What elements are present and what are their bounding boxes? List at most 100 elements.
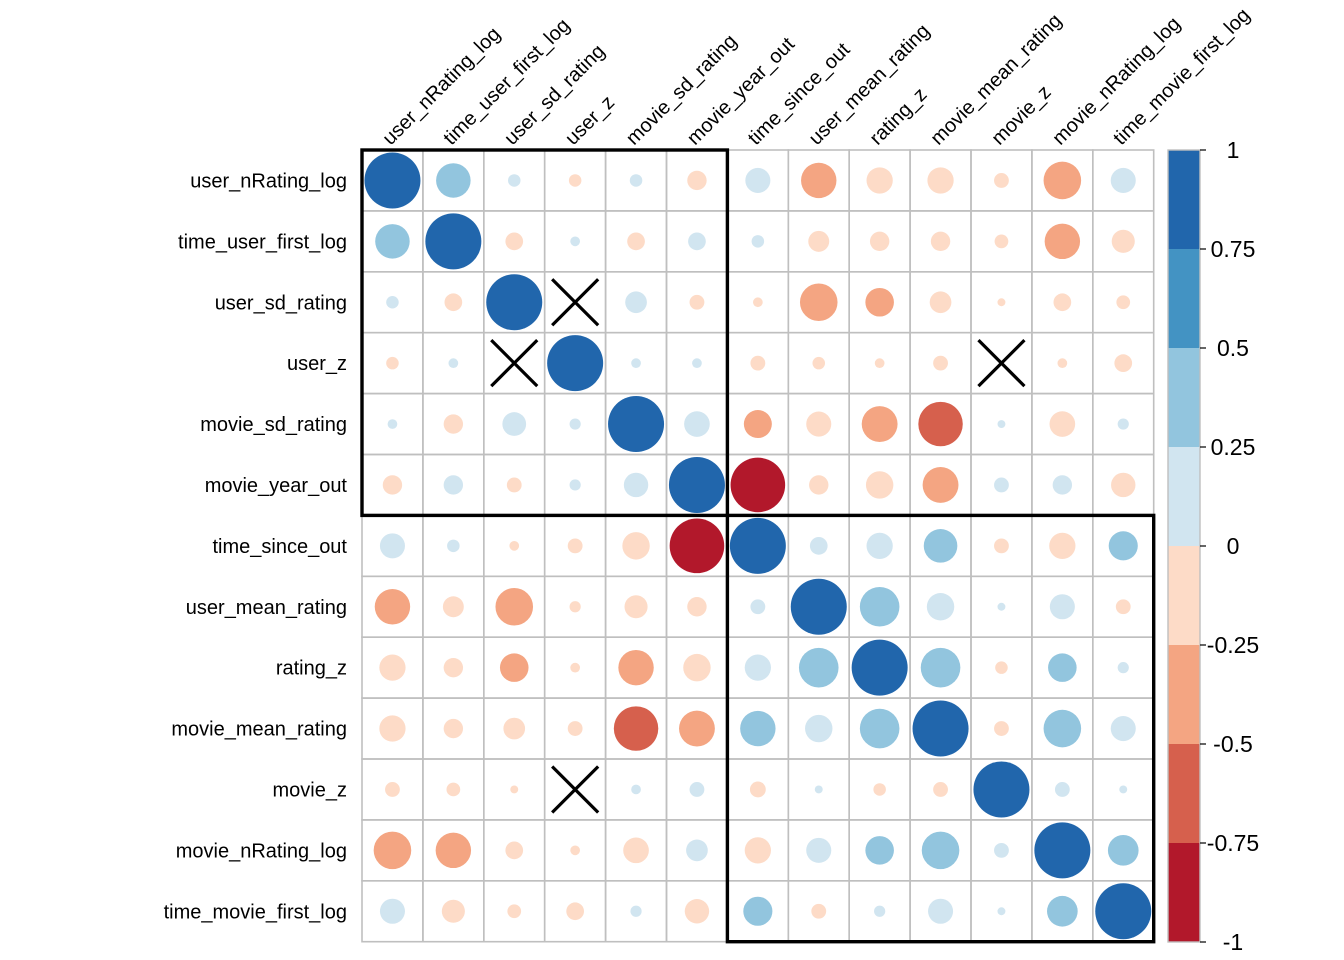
correlation-circle-user-sd-rating-movie-mean-rating: user_sd_rating × movie_mean_rating: -0.1… — [929, 291, 952, 314]
correlation-circle-time-user-first-log-user-mean-rating: time_user_first_log × user_mean_rating: … — [808, 230, 830, 252]
correlation-circle-user-nrating-log-movie-nrating-log: user_nRating_log × movie_nRating_log: -0… — [1043, 161, 1082, 200]
correlation-circle-rating-z-user-sd-rating: rating_z × user_sd_rating: -0.26 — [499, 653, 529, 682]
cluster-block-2 — [725, 513, 1156, 944]
legend-color-swatch — [1168, 249, 1200, 349]
correlation-circle-user-mean-rating-time-movie-first-log: user_mean_rating × time_movie_first_log:… — [1115, 599, 1131, 615]
correlation-circle-user-mean-rating-movie-year-out: user_mean_rating × movie_year_out: -0.12 — [687, 597, 707, 617]
correlation-circle-user-sd-rating-user-sd-rating: user_sd_rating × user_sd_rating: 1 — [486, 274, 543, 331]
legend-tick-label: 0.25 — [1211, 434, 1256, 460]
correlation-circle-time-movie-first-log-rating-z: time_movie_first_log × rating_z: 0.04 — [874, 905, 886, 917]
legend-tick-label: 0.5 — [1217, 335, 1249, 361]
correlation-circle-rating-z-movie-z: rating_z × movie_z: -0.05 — [995, 661, 1008, 674]
correlation-circle-movie-nrating-log-movie-nrating-log: movie_nRating_log × movie_nRating_log: 1 — [1034, 822, 1091, 879]
correlation-circle-movie-year-out-time-movie-first-log: movie_year_out × time_movie_first_log: -… — [1111, 472, 1136, 498]
correlation-circle-movie-z-movie-mean-rating: movie_z × movie_mean_rating: -0.07 — [933, 782, 948, 797]
correlation-circle-user-nrating-log-user-nrating-log: user_nRating_log × user_nRating_log: 1 — [364, 152, 421, 209]
correlation-circle-user-sd-rating-user-nrating-log: user_sd_rating × user_nRating_log: 0.05 — [386, 295, 399, 309]
correlation-circle-movie-mean-rating-time-movie-first-log: movie_mean_rating × time_movie_first_log… — [1110, 716, 1136, 742]
correlation-circle-movie-sd-rating-user-sd-rating: movie_sd_rating × user_sd_rating: 0.18 — [502, 412, 527, 436]
legend-color-swatch — [1168, 447, 1200, 547]
correlation-circle-user-z-movie-nrating-log: user_z × movie_nRating_log: -0.03 — [1057, 358, 1068, 368]
legend-tick-label: 0.75 — [1211, 236, 1256, 262]
correlation-circle-movie-year-out-user-z: movie_year_out × user_z: 0.04 — [569, 479, 581, 491]
correlation-circle-movie-sd-rating-movie-nrating-log: movie_sd_rating × movie_nRating_log: -0.… — [1049, 411, 1076, 437]
correlation-circle-time-movie-first-log-user-sd-rating: time_movie_first_log × user_sd_rating: -… — [507, 904, 522, 919]
correlation-circle-movie-sd-rating-rating-z: movie_sd_rating × rating_z: -0.41 — [861, 406, 898, 442]
correlation-circle-time-user-first-log-movie-year-out: time_user_first_log × movie_year_out: 0.… — [688, 232, 706, 251]
correlation-circle-movie-nrating-log-rating-z: movie_nRating_log × rating_z: 0.26 — [865, 836, 894, 865]
correlation-circle-time-since-out-time-user-first-log: time_since_out × time_user_first_log: 0.… — [447, 539, 460, 553]
insignificant-cross-mark — [977, 339, 1026, 388]
correlation-circle-time-movie-first-log-time-user-first-log: time_movie_first_log × time_user_first_l… — [441, 899, 465, 923]
correlation-circle-movie-sd-rating-movie-mean-rating: movie_sd_rating × movie_mean_rating: -0.… — [918, 401, 963, 447]
correlation-circle-movie-nrating-log-user-z: movie_nRating_log × user_z: -0.03 — [570, 845, 580, 856]
correlation-circle-rating-z-user-z: rating_z × user_z: -0.03 — [570, 662, 580, 673]
legend-color-swatch — [1168, 843, 1200, 943]
correlation-circle-movie-nrating-log-time-user-first-log: movie_nRating_log × time_user_first_log:… — [435, 832, 472, 869]
correlation-circle-user-nrating-log-user-z: user_nRating_log × user_z: -0.05 — [568, 174, 582, 187]
correlation-circle-time-movie-first-log-user-mean-rating: time_movie_first_log × user_mean_rating:… — [811, 903, 827, 919]
correlation-circle-time-since-out-user-sd-rating: time_since_out × user_sd_rating: -0.03 — [509, 541, 520, 551]
correlation-circle-rating-z-user-nrating-log: rating_z × user_nRating_log: -0.22 — [379, 654, 406, 681]
correlation-circle-user-sd-rating-rating-z: user_sd_rating × rating_z: -0.26 — [865, 287, 894, 317]
correlation-circle-movie-z-time-movie-first-log: movie_z × time_movie_first_log: 0.02 — [1119, 785, 1128, 794]
correlation-circle-time-since-out-movie-sd-rating: time_since_out × movie_sd_rating: -0.24 — [622, 532, 650, 560]
row-labels: user_nRating_log time_user_first_log user_… — [164, 170, 348, 923]
correlation-circle-movie-sd-rating-time-movie-first-log: movie_sd_rating × time_movie_first_log: … — [1117, 418, 1129, 430]
correlation-circle-movie-mean-rating-movie-mean-rating: movie_mean_rating × movie_mean_rating: 1 — [912, 700, 969, 757]
correlation-circle-movie-z-time-since-out: movie_z × time_since_out: -0.08 — [749, 781, 766, 798]
correlation-circle-user-mean-rating-rating-z: user_mean_rating × rating_z: 0.5 — [859, 586, 900, 627]
row-label-movie-mean-rating: movie_mean_rating — [171, 719, 347, 741]
correlation-circle-user-nrating-log-user-mean-rating: user_nRating_log × user_mean_rating: -0.… — [801, 162, 837, 199]
correlation-circle-movie-mean-rating-movie-z: movie_mean_rating × movie_z: -0.07 — [994, 721, 1009, 736]
correlation-circle-user-mean-rating-user-nrating-log: user_mean_rating × user_nRating_log: -0.… — [374, 589, 411, 625]
correlation-circle-time-since-out-user-nrating-log: time_since_out × user_nRating_log: 0.2 — [379, 533, 405, 559]
correlation-circle-user-sd-rating-time-movie-first-log: user_sd_rating × time_movie_first_log: -… — [1116, 295, 1131, 310]
cluster-block-layer — [360, 148, 1156, 944]
correlation-circle-movie-mean-rating-movie-nrating-log: movie_mean_rating × movie_nRating_log: 0… — [1043, 709, 1082, 748]
correlation-circle-movie-year-out-user-mean-rating: movie_year_out × user_mean_rating: -0.12 — [809, 475, 829, 495]
correlation-circle-movie-sd-rating-time-since-out: movie_sd_rating × time_since_out: -0.25 — [743, 410, 772, 439]
correlation-circle-user-mean-rating-movie-z: user_mean_rating × movie_z: 0.02 — [997, 602, 1006, 611]
correlation-circle-time-movie-first-log-time-since-out: time_movie_first_log × time_since_out: 0… — [743, 896, 773, 926]
row-label-movie-z: movie_z — [273, 779, 347, 801]
correlation-circle-movie-nrating-log-movie-year-out: movie_nRating_log × movie_year_out: 0.15 — [686, 839, 708, 862]
correlation-circle-user-nrating-log-movie-sd-rating: user_nRating_log × movie_sd_rating: 0.05 — [629, 174, 643, 187]
legend-tick-label: -0.25 — [1207, 632, 1259, 658]
correlation-circle-time-movie-first-log-user-z: time_movie_first_log × user_z: -0.1 — [566, 902, 585, 921]
correlation-circle-user-nrating-log-time-since-out: user_nRating_log × time_since_out: 0.2 — [745, 167, 771, 193]
correlation-circle-movie-mean-rating-movie-sd-rating: movie_mean_rating × movie_sd_rating: -0.… — [613, 706, 659, 751]
correlation-circle-movie-sd-rating-movie-year-out: movie_sd_rating × movie_year_out: 0.21 — [684, 411, 710, 437]
correlation-circle-movie-year-out-movie-z: movie_year_out × movie_z: 0.07 — [994, 477, 1009, 493]
insignificant-cross-mark — [551, 765, 600, 814]
color-legend: 1 0.75 0.5 0.25 0 -0.25 -0.5 -0.75 -1 — [1167, 137, 1259, 955]
row-label-user-nrating-log: user_nRating_log — [190, 170, 347, 192]
correlation-circle-movie-year-out-movie-sd-rating: movie_year_out × movie_sd_rating: 0.19 — [623, 472, 649, 498]
correlation-circle-movie-nrating-log-time-since-out: movie_nRating_log × time_since_out: -0.2… — [744, 837, 771, 864]
column-label-movie-year-out: movie_year_out — [683, 33, 799, 149]
correlation-circle-time-since-out-user-mean-rating: time_since_out × user_mean_rating: 0.1 — [809, 536, 828, 555]
correlation-circle-movie-mean-rating-rating-z: movie_mean_rating × rating_z: 0.5 — [859, 708, 900, 749]
correlation-circle-user-z-movie-sd-rating: user_z × movie_sd_rating: 0.03 — [631, 358, 641, 368]
legend-tick-label: -1 — [1223, 929, 1243, 955]
correlation-circle-time-movie-first-log-time-movie-first-log: time_movie_first_log × time_movie_first_… — [1095, 883, 1152, 940]
correlation-circle-time-user-first-log-movie-z: time_user_first_log × movie_z: -0.06 — [994, 234, 1009, 249]
correlation-circle-user-mean-rating-user-sd-rating: user_mean_rating × user_sd_rating: -0.45 — [495, 587, 534, 626]
correlation-circle-rating-z-time-user-first-log: rating_z × time_user_first_log: -0.12 — [443, 657, 464, 678]
correlation-circle-movie-sd-rating-movie-z: movie_sd_rating × movie_z: 0.02 — [997, 420, 1006, 429]
correlation-circle-time-user-first-log-time-movie-first-log: time_user_first_log × time_movie_first_l… — [1111, 229, 1135, 253]
correlation-circle-movie-sd-rating-user-mean-rating: movie_sd_rating × user_mean_rating: -0.2 — [806, 411, 832, 437]
correlation-circle-time-since-out-movie-z: time_since_out × movie_z: -0.07 — [994, 538, 1009, 554]
correlation-circle-time-since-out-rating-z: time_since_out × rating_z: 0.22 — [866, 532, 893, 559]
correlation-circle-user-z-rating-z: user_z × rating_z: -0.03 — [874, 358, 885, 368]
correlation-circle-movie-year-out-user-nrating-log: movie_year_out × user_nRating_log: -0.12 — [382, 475, 403, 495]
correlation-circle-user-z-movie-year-out: user_z × movie_year_out: 0.03 — [692, 358, 702, 368]
correlation-circle-movie-z-movie-sd-rating: movie_z × movie_sd_rating: 0.03 — [631, 784, 641, 795]
legend-tick-label: -0.75 — [1207, 830, 1259, 856]
correlation-circle-time-user-first-log-time-since-out: time_user_first_log × time_since_out: 0.… — [751, 235, 765, 248]
correlation-circle-movie-z-movie-year-out: movie_z × movie_year_out: 0.07 — [689, 782, 705, 797]
correlation-circle-time-movie-first-log-movie-sd-rating: time_movie_first_log × movie_sd_rating: … — [630, 905, 642, 917]
correlation-circle-user-nrating-log-movie-mean-rating: user_nRating_log × movie_mean_rating: -0… — [927, 167, 954, 194]
correlation-circle-movie-year-out-user-sd-rating: movie_year_out × user_sd_rating: -0.07 — [506, 477, 522, 493]
